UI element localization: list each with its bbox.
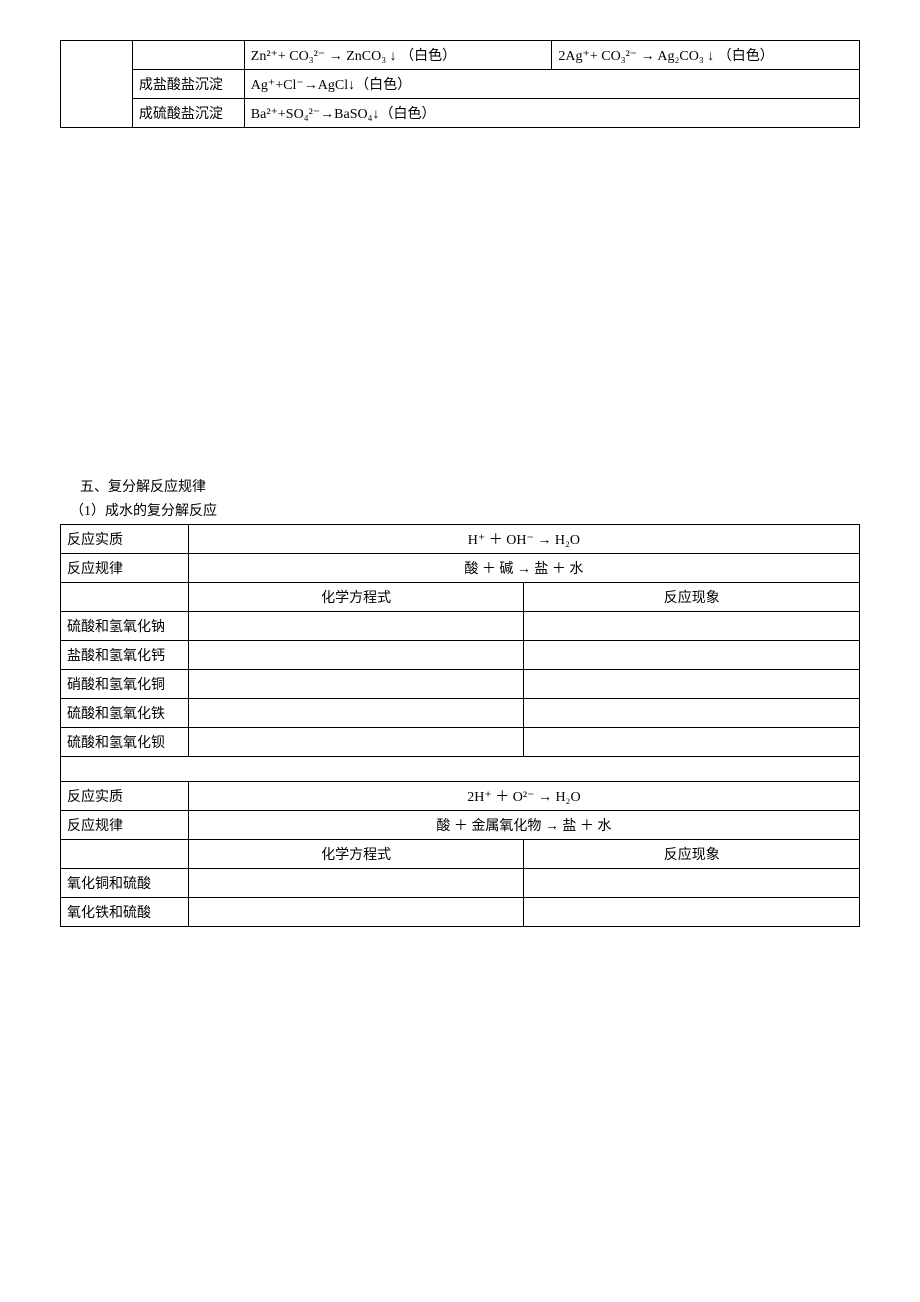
table-row: 反应实质 H⁺ ＋ OH⁻ → H₂O [61,525,860,554]
cell-rule: 酸 ＋ 金属氧化物 → 盐 ＋ 水 [188,811,859,840]
table-row: 反应规律 酸 ＋ 碱 → 盐 ＋ 水 [61,554,860,583]
cell-blank [188,898,524,927]
text: 盐酸和氢氧化钙 [67,649,165,664]
cell-label: 反应实质 [61,782,189,811]
table-row: 氧化铜和硫酸 [61,869,860,898]
cell-essence: H⁺ ＋ OH⁻ → H₂O [188,525,859,554]
cell-blank [188,670,524,699]
table-row: 反应规律 酸 ＋ 金属氧化物 → 盐 ＋ 水 [61,811,860,840]
cell-header: 化学方程式 [188,840,524,869]
text: 反应规律 [67,562,123,577]
text: 反应现象 [664,848,720,863]
cell-label: 成盐酸盐沉淀 [132,70,244,99]
text: 硫酸和氢氧化钠 [67,620,165,635]
text: （1）成水的复分解反应 [70,504,217,519]
text: 硫酸和氢氧化铁 [67,707,165,722]
table-row: 化学方程式 反应现象 [61,583,860,612]
cell-label: 反应实质 [61,525,189,554]
cell-blank [61,41,133,128]
cell-label: 氧化铜和硫酸 [61,869,189,898]
text: Ag⁺+Cl⁻→AgCl↓（白色） [251,78,411,93]
spacer [60,128,860,468]
cell-blank [188,728,524,757]
text: 硫酸和氢氧化钡 [67,736,165,751]
cell-blank [188,699,524,728]
text: 成硫酸盐沉淀 [139,107,223,122]
cell-blank [132,41,244,70]
cell-blank [524,641,860,670]
text: 酸 ＋ 金属氧化物 → 盐 ＋ 水 [436,819,611,834]
reaction-table: 反应实质 H⁺ ＋ OH⁻ → H₂O 反应规律 酸 ＋ 碱 → 盐 ＋ 水 化… [60,524,860,927]
cell-blank [61,583,189,612]
cell-label: 成硫酸盐沉淀 [132,99,244,128]
cell-label: 反应规律 [61,811,189,840]
cell-label: 硫酸和氢氧化钠 [61,612,189,641]
text: 硝酸和氢氧化铜 [67,678,165,693]
cell-label: 硫酸和氢氧化铁 [61,699,189,728]
table-row: Zn²⁺+ CO₃²⁻ → ZnCO₃ ↓ （白色） 2Ag⁺+ CO₃²⁻ →… [61,41,860,70]
table-row: 成盐酸盐沉淀 Ag⁺+Cl⁻→AgCl↓（白色） [61,70,860,99]
cell-blank [188,869,524,898]
cell-label: 反应规律 [61,554,189,583]
table-row: 硝酸和氢氧化铜 [61,670,860,699]
text: 2H⁺ ＋ O²⁻ → H₂O [467,790,580,805]
text: 酸 ＋ 碱 → 盐 ＋ 水 [464,562,583,577]
cell-header: 反应现象 [524,840,860,869]
table-row: 硫酸和氢氧化铁 [61,699,860,728]
table-row: 盐酸和氢氧化钙 [61,641,860,670]
cell-blank [524,728,860,757]
text: 反应实质 [67,533,123,548]
table-row [61,757,860,782]
text: 反应现象 [664,591,720,606]
table-row: 反应实质 2H⁺ ＋ O²⁻ → H₂O [61,782,860,811]
cell-label: 盐酸和氢氧化钙 [61,641,189,670]
cell-blank [524,612,860,641]
table-row: 硫酸和氢氧化钠 [61,612,860,641]
cell-essence: 2H⁺ ＋ O²⁻ → H₂O [188,782,859,811]
cell-formula: Zn²⁺+ CO₃²⁻ → ZnCO₃ ↓ （白色） [244,41,552,70]
cell-rule: 酸 ＋ 碱 → 盐 ＋ 水 [188,554,859,583]
cell-header: 化学方程式 [188,583,524,612]
cell-header: 反应现象 [524,583,860,612]
text: 反应规律 [67,819,123,834]
table-row: 化学方程式 反应现象 [61,840,860,869]
cell-blank [61,840,189,869]
precipitate-table: Zn²⁺+ CO₃²⁻ → ZnCO₃ ↓ （白色） 2Ag⁺+ CO₃²⁻ →… [60,40,860,128]
cell-blank [524,869,860,898]
cell-blank [524,699,860,728]
cell-blank [188,612,524,641]
text: 成盐酸盐沉淀 [139,78,223,93]
table-row: 成硫酸盐沉淀 Ba²⁺+SO₄²⁻→BaSO₄↓（白色） [61,99,860,128]
text: 反应实质 [67,790,123,805]
cell-blank [524,898,860,927]
cell-blank [524,670,860,699]
cell-label: 氧化铁和硫酸 [61,898,189,927]
cell-label: 硫酸和氢氧化钡 [61,728,189,757]
text: 2Ag⁺+ CO₃²⁻ → Ag₂CO₃ ↓ （白色） [558,49,773,64]
text: 五、复分解反应规律 [80,480,206,495]
section-title: 五、复分解反应规律 [80,476,860,496]
section-sub: （1）成水的复分解反应 [70,500,860,520]
text: H⁺ ＋ OH⁻ → H₂O [468,533,580,548]
cell-blank [188,641,524,670]
text: Ba²⁺+SO₄²⁻→BaSO₄↓（白色） [251,107,436,122]
cell-formula: 2Ag⁺+ CO₃²⁻ → Ag₂CO₃ ↓ （白色） [552,41,860,70]
table-row: 硫酸和氢氧化钡 [61,728,860,757]
text: 化学方程式 [321,591,391,606]
table-row: 氧化铁和硫酸 [61,898,860,927]
text: Zn²⁺+ CO₃²⁻ → ZnCO₃ ↓ （白色） [251,49,456,64]
text: 氧化铁和硫酸 [67,906,151,921]
cell-label: 硝酸和氢氧化铜 [61,670,189,699]
text: 化学方程式 [321,848,391,863]
cell-blank [61,757,860,782]
text: 氧化铜和硫酸 [67,877,151,892]
cell-formula: Ag⁺+Cl⁻→AgCl↓（白色） [244,70,859,99]
cell-formula: Ba²⁺+SO₄²⁻→BaSO₄↓（白色） [244,99,859,128]
